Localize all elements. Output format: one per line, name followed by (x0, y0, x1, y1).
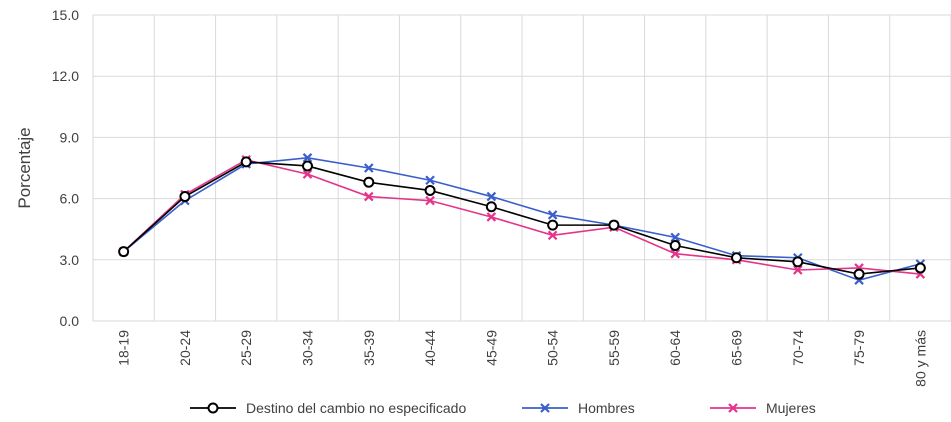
circle-marker (853, 268, 865, 280)
x-tick-label: 40-44 (422, 330, 438, 366)
y-tick-label: 15.0 (52, 7, 79, 23)
series-destino-del-cambio-no-especificado (118, 156, 926, 280)
circle-marker (608, 219, 620, 231)
x-marker (547, 230, 558, 241)
x-marker (547, 210, 558, 220)
circle-marker (118, 246, 130, 258)
x-tick-label: 45-49 (483, 330, 499, 366)
circle-marker (302, 160, 313, 172)
x-tick-label: 70-74 (790, 330, 806, 366)
x-marker (793, 265, 803, 275)
x-marker (364, 163, 374, 173)
x-marker (425, 195, 435, 206)
circle-marker (547, 219, 559, 231)
x-marker (486, 191, 497, 202)
circle-marker (914, 262, 926, 274)
y-tick-label: 3.0 (60, 252, 80, 268)
x-marker (486, 212, 497, 222)
y-tick-label: 0.0 (60, 313, 80, 329)
x-tick-label: 35-39 (361, 330, 377, 366)
circle-marker (485, 201, 497, 213)
legend: Destino del cambio no especificado Hombre… (190, 400, 816, 416)
x-tick-label: 30-34 (300, 330, 316, 366)
x-marker (425, 175, 435, 186)
series-line (123, 161, 921, 275)
circle-marker (363, 176, 375, 188)
x-tick-label: 80 y más (912, 330, 928, 387)
circle-marker (179, 191, 191, 203)
x-tick-label: 25-29 (238, 330, 254, 366)
y-axis-label: Porcentaje (15, 127, 34, 208)
circle-marker (731, 252, 742, 264)
x-axis-ticks: 18-19 20-24 25-29 30-34 35-39 40-44 45-49 50-54… (116, 330, 929, 387)
legend-label: Destino del cambio no especificado (246, 400, 466, 416)
y-axis-ticks: 0.0 3.0 6.0 9.0 12.0 15.0 (52, 7, 79, 329)
x-marker (302, 169, 313, 179)
x-tick-label: 65-69 (729, 330, 745, 366)
x-tick-label: 20-24 (177, 330, 193, 366)
series-group (118, 153, 926, 285)
circle-marker (792, 256, 804, 268)
x-marker (540, 403, 550, 413)
legend-label: Mujeres (766, 400, 816, 416)
legend-item: Destino del cambio no especificado (190, 400, 466, 416)
circle-marker (207, 402, 219, 414)
x-marker (670, 232, 680, 243)
x-tick-label: 50-54 (545, 330, 561, 366)
x-marker (670, 248, 680, 259)
y-tick-label: 9.0 (60, 129, 80, 145)
x-tick-label: 75-79 (851, 330, 867, 366)
grid (92, 14, 951, 322)
x-marker (728, 403, 738, 413)
x-tick-label: 60-64 (667, 330, 683, 366)
x-tick-label: 55-59 (606, 330, 622, 366)
y-tick-label: 6.0 (60, 191, 80, 207)
y-tick-label: 12.0 (52, 68, 79, 84)
x-marker (364, 191, 374, 202)
x-marker (302, 153, 313, 163)
legend-item: Hombres (522, 400, 635, 416)
circle-marker (669, 240, 681, 252)
legend-item: Mujeres (710, 400, 816, 416)
legend-label: Hombres (578, 400, 635, 416)
x-tick-label: 18-19 (116, 330, 132, 366)
circle-marker (240, 156, 252, 168)
circle-marker (424, 184, 436, 196)
